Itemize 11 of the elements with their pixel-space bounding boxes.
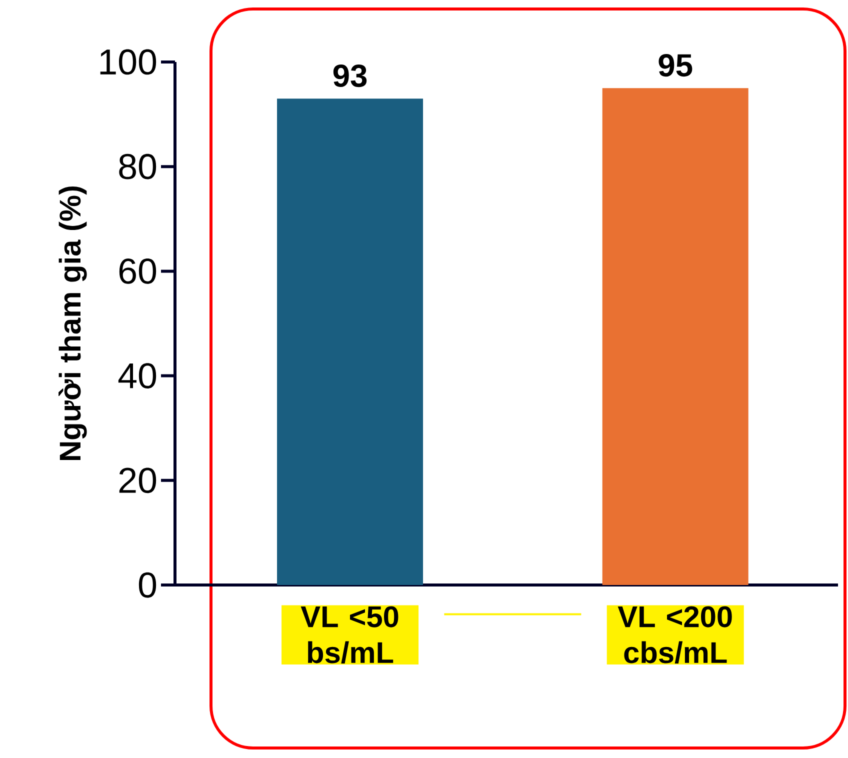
y-tick-label: 20 <box>119 468 156 494</box>
y-axis-title: Người tham gia (%) <box>58 186 87 460</box>
y-tick-label: 0 <box>138 572 156 598</box>
y-tick-label: 100 <box>100 49 156 75</box>
data-label: 95 <box>658 54 692 77</box>
x-tick-label: VL <50 bs/mL <box>300 606 398 664</box>
y-tick-label: 80 <box>119 154 156 180</box>
y-tick-label: 60 <box>119 258 156 284</box>
data-label: 93 <box>333 64 367 88</box>
y-tick-label: 40 <box>118 363 156 388</box>
x-tick-label: VL <200 cbs/mL <box>618 606 732 664</box>
